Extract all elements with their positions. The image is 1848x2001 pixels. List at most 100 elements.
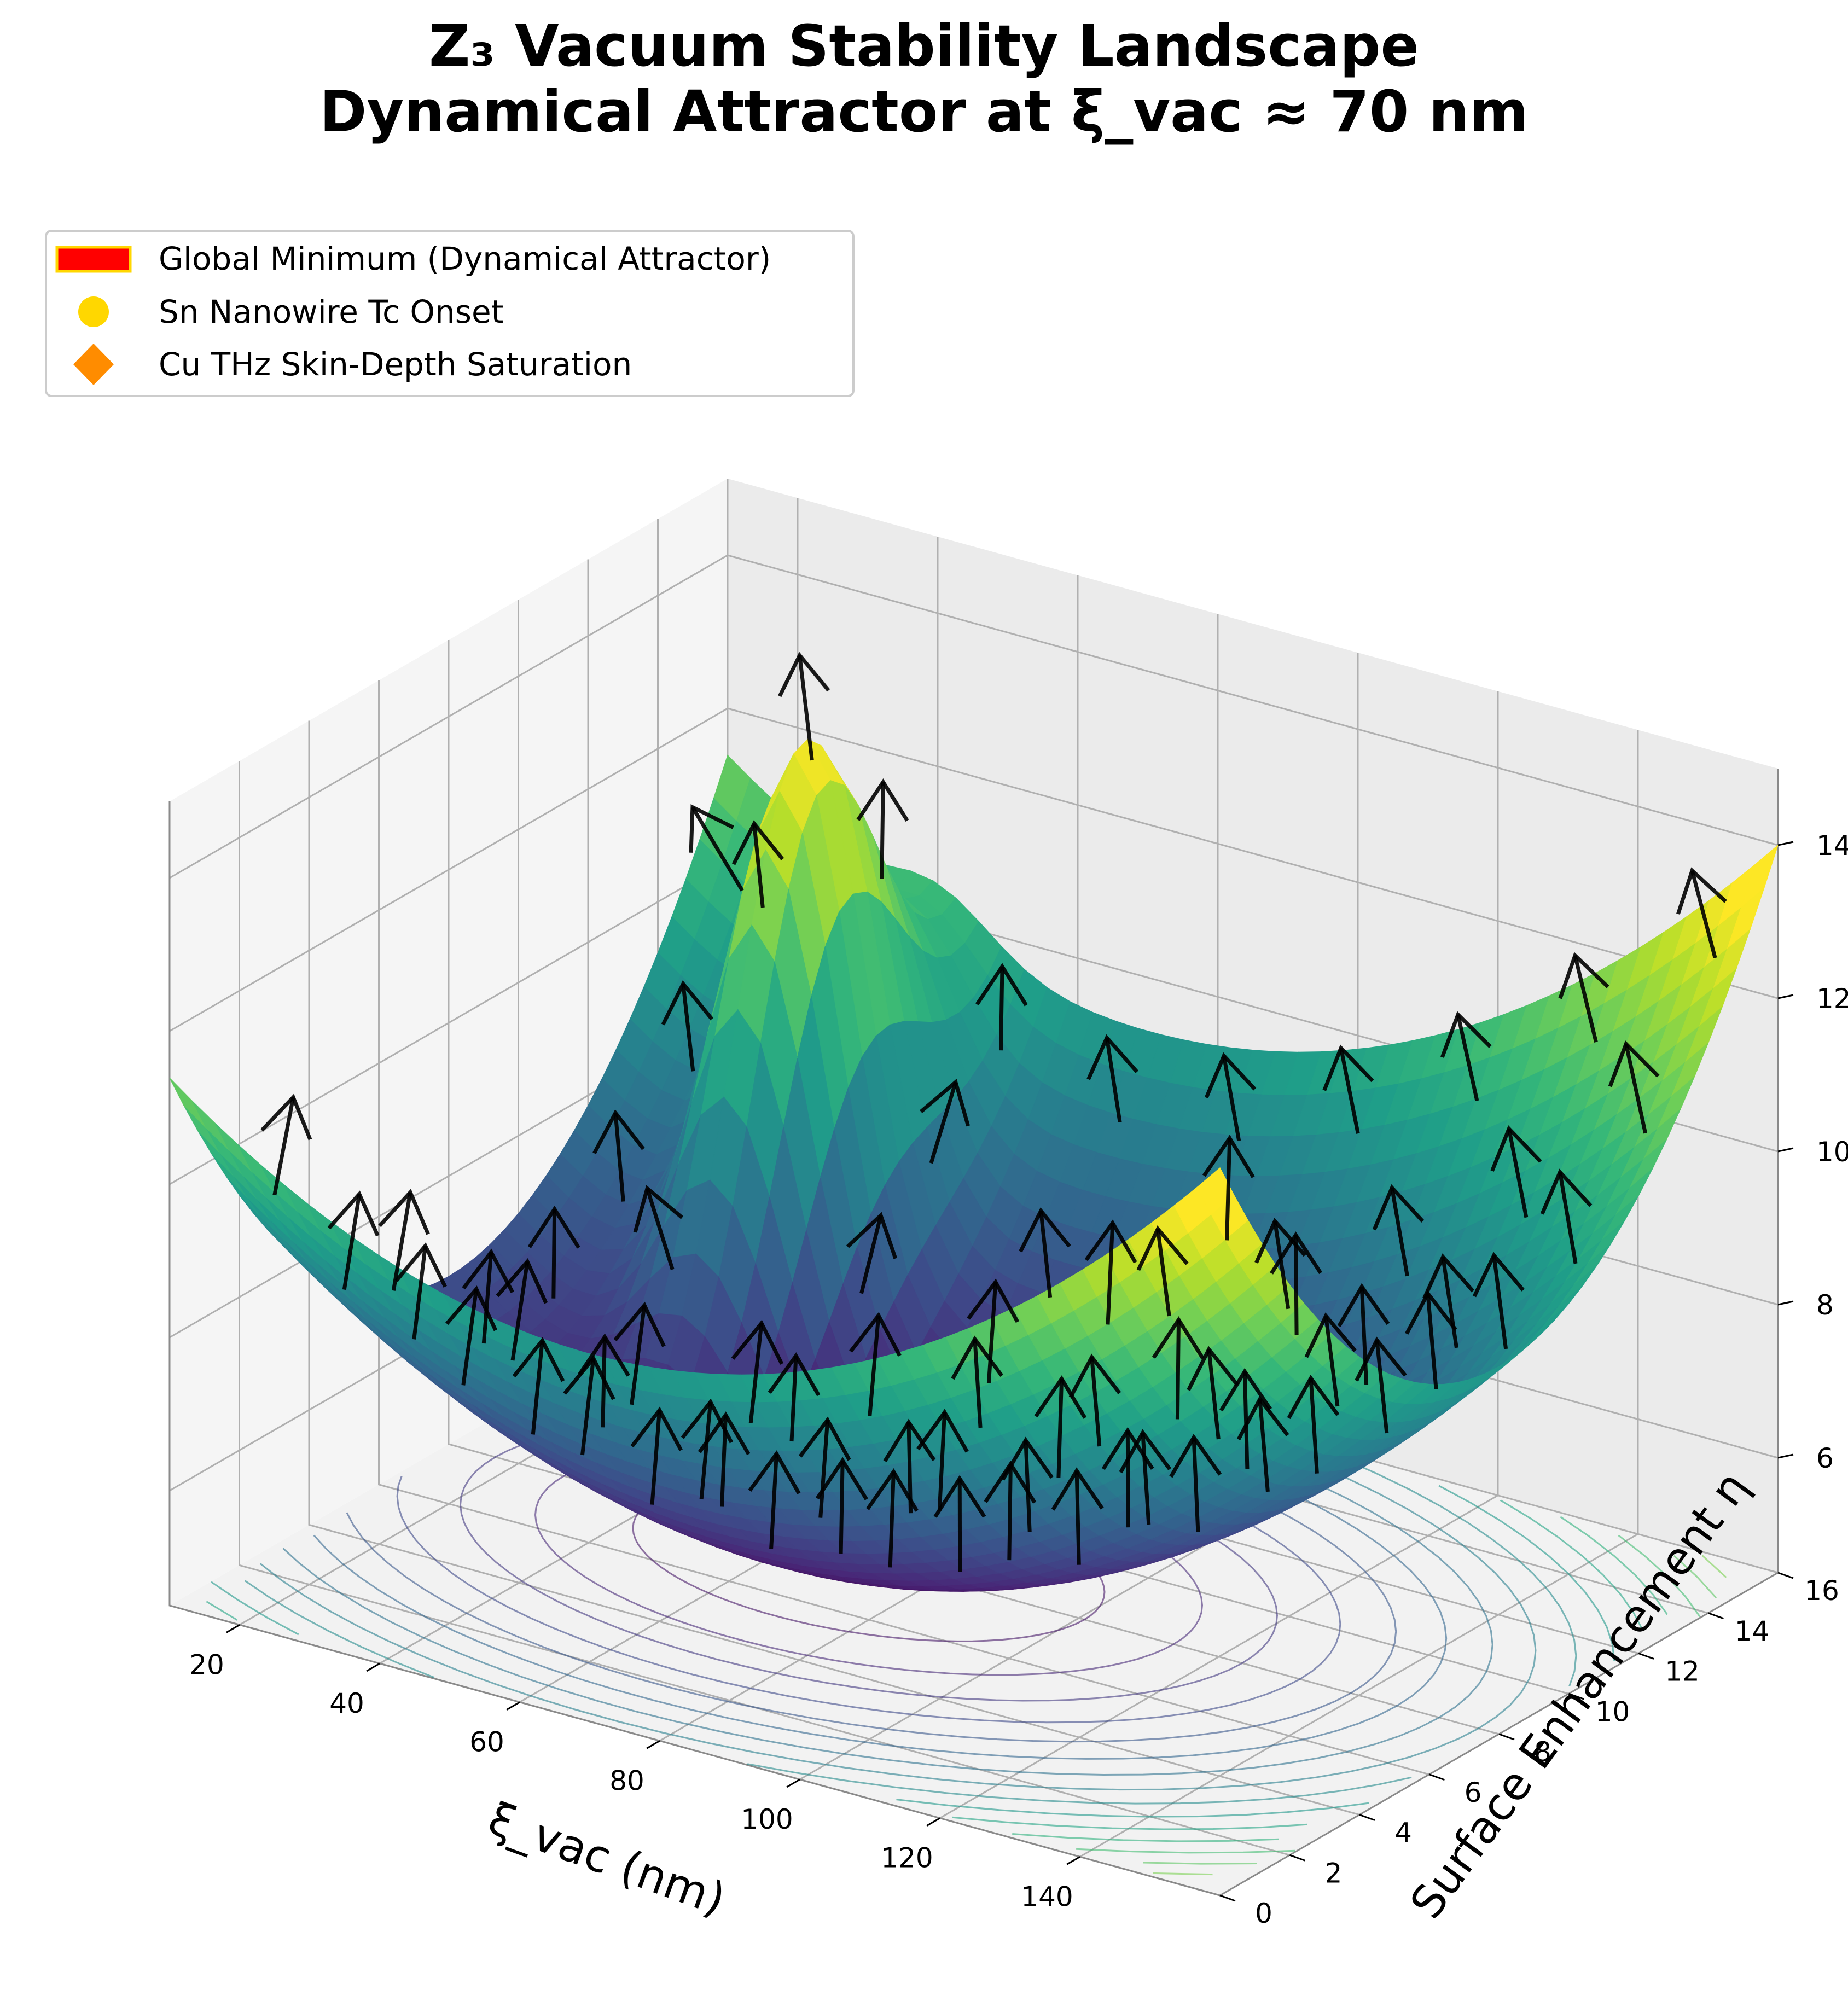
contour-line — [1076, 1848, 1295, 1854]
quiver-arrow-head — [748, 1450, 801, 1494]
y-tick-mark — [1777, 1572, 1794, 1579]
contour-line — [1701, 1555, 1727, 1578]
x-tick-label: 60 — [469, 1726, 504, 1758]
quiver-arrow-head — [1019, 1207, 1071, 1253]
legend-marker-global-minimum — [55, 246, 132, 273]
quiver-arrow-shaft — [580, 1358, 596, 1456]
legend-label-cu-thz: Cu THz Skin-Depth Saturation — [159, 346, 632, 383]
quiver-arrow-head — [1608, 1040, 1660, 1087]
quiver-arrow-shaft — [699, 1401, 713, 1500]
quiver-arrow-head — [681, 1398, 734, 1444]
quiver-arrow-head — [512, 1337, 565, 1382]
quiver-arrow-shaft — [748, 1323, 764, 1423]
x-tick-mark — [1066, 1856, 1080, 1865]
surface-patch — [1196, 1167, 1235, 1215]
quiver-arrow-head — [1202, 1135, 1255, 1178]
legend-marker-sn-nanowire — [78, 296, 109, 327]
quiver-arrow-shaft — [1175, 1319, 1181, 1420]
quiver-arrow-shaft — [1558, 1172, 1578, 1264]
quiver-arrow-shaft — [999, 966, 1004, 1051]
quiver-arrow-shaft — [839, 1460, 845, 1554]
y-tick-mark — [1428, 1773, 1445, 1781]
quiver-arrow-shaft — [769, 1453, 778, 1549]
quiver-arrow-head — [1440, 1011, 1492, 1058]
quiver-arrow-head — [967, 1278, 1020, 1323]
quiver-arrow-shaft — [1309, 1378, 1319, 1474]
quiver-arrow-head — [1169, 1434, 1222, 1478]
z-tick-label: 14 — [1816, 830, 1848, 862]
quiver-arrow-shaft — [1441, 1257, 1458, 1348]
quiver-arrow-shaft — [1573, 955, 1598, 1043]
quiver-arrow-shaft — [272, 1097, 295, 1196]
contour-line — [896, 1799, 1369, 1818]
y-tick-label: 10 — [1595, 1696, 1630, 1727]
quiver-arrow-shaft — [859, 1214, 883, 1294]
contour-line — [747, 1763, 1412, 1805]
quiver-arrow-shaft — [613, 1113, 625, 1202]
quiver-arrow-head — [633, 1185, 684, 1233]
y-tick-label: 6 — [1465, 1777, 1482, 1808]
y-tick-mark — [1638, 1653, 1654, 1660]
quiver-arrow-shaft — [1339, 1048, 1360, 1134]
x-tick-mark — [226, 1624, 240, 1633]
quiver-arrow-head — [563, 1354, 615, 1400]
quiver-arrow-shaft — [1507, 1128, 1529, 1218]
quiver-arrow-shaft — [1258, 1399, 1270, 1492]
quiver-arrow-shaft — [481, 1252, 493, 1344]
quiver-arrow-shaft — [1207, 1349, 1221, 1440]
contour-line — [1303, 1441, 1577, 1686]
contour-line — [313, 1534, 1397, 1760]
quiver-arrow-shaft — [1426, 1293, 1438, 1389]
quiver-arrow-head — [883, 1418, 936, 1462]
quiver-arrow-head — [731, 1319, 784, 1365]
z-tick-label: 8 — [1816, 1289, 1834, 1321]
quiver-arrow-head — [689, 804, 734, 853]
quiver-arrow-head — [1540, 1168, 1593, 1215]
quiver-arrow-head — [1322, 1044, 1374, 1091]
quiver-arrow-shaft — [973, 1339, 983, 1428]
quiver-arrow-shaft — [531, 1340, 544, 1435]
contour-line — [1153, 1872, 1213, 1876]
quiver-arrow-head — [916, 1409, 969, 1453]
quiver-arrow-shaft — [391, 1192, 412, 1291]
quiver-arrow-shaft — [868, 1315, 881, 1416]
x-axis-label: ξ_vac (nm) — [482, 1793, 733, 1926]
quiver-arrow-head — [815, 1457, 868, 1500]
y-tick-mark — [1568, 1692, 1585, 1700]
grid-line-z — [169, 707, 1779, 1032]
quiver-arrow-head — [1405, 1290, 1457, 1335]
z-tick-mark — [1777, 1453, 1794, 1459]
x-tick-label: 140 — [1021, 1881, 1073, 1912]
quiver-arrow-head — [1101, 1427, 1154, 1470]
chart-title-line1: Z₃ Vacuum Stability Landscape — [429, 13, 1419, 79]
quiver-arrow-head — [1204, 1052, 1257, 1099]
quiver-arrow-head — [1304, 1312, 1357, 1358]
quiver-arrow-head — [1558, 952, 1609, 999]
quiver-arrow-shaft — [818, 1420, 830, 1518]
z-tick-mark — [1777, 841, 1794, 846]
z-tick-label: 10 — [1816, 1136, 1848, 1168]
quiver-arrow-head — [768, 1352, 821, 1397]
quiver-arrow-head — [798, 1416, 851, 1461]
contour-line — [244, 1580, 435, 1679]
quiver-arrow-head — [1187, 1346, 1239, 1391]
x-tick-label: 120 — [881, 1842, 933, 1874]
quiver-arrow-shaft — [1056, 1378, 1064, 1478]
contour-line — [259, 1563, 1479, 1791]
legend-frame — [45, 230, 855, 397]
quiver-arrow-shaft — [937, 1412, 947, 1511]
quiver-arrow-shaft — [342, 1194, 362, 1290]
quiver-arrow-shaft — [1106, 1223, 1115, 1325]
x-tick-mark — [506, 1701, 520, 1711]
quiver-arrow-head — [778, 652, 830, 697]
contour-line — [1673, 1555, 1717, 1599]
quiver-arrow-shaft — [1242, 1371, 1250, 1469]
quiver-arrow-shaft — [1359, 1287, 1369, 1385]
quiver-arrow-shaft — [929, 1081, 958, 1164]
quiver-arrow-head — [1490, 1125, 1542, 1172]
y-tick-label: 8 — [1534, 1736, 1551, 1768]
quiver-arrow-shaft — [798, 655, 814, 761]
y-tick-label: 2 — [1325, 1857, 1343, 1889]
quiver-arrow-shaft — [1390, 1187, 1409, 1277]
